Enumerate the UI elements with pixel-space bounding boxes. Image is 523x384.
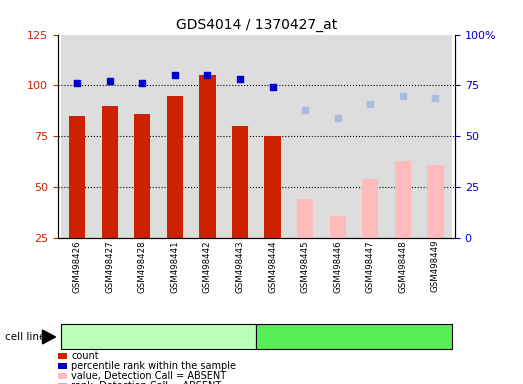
Text: GSM498444: GSM498444 bbox=[268, 240, 277, 293]
Bar bbox=[69, 116, 85, 238]
Bar bbox=[419, 35, 452, 238]
Bar bbox=[427, 165, 444, 238]
Point bbox=[301, 107, 309, 113]
Point bbox=[236, 76, 244, 83]
Text: CRI-G1-RR (rotenone resistant): CRI-G1-RR (rotenone resistant) bbox=[83, 332, 234, 342]
Point bbox=[268, 84, 277, 91]
Text: GSM498443: GSM498443 bbox=[235, 240, 244, 293]
Bar bbox=[199, 75, 215, 238]
Bar bbox=[386, 35, 419, 238]
Text: GSM498447: GSM498447 bbox=[366, 240, 375, 293]
Text: CRI-G1-RS (rotenone sensitive): CRI-G1-RS (rotenone sensitive) bbox=[278, 332, 430, 342]
Point bbox=[138, 80, 146, 86]
Point bbox=[170, 72, 179, 78]
Text: percentile rank within the sample: percentile rank within the sample bbox=[71, 361, 236, 371]
Point bbox=[399, 93, 407, 99]
Text: GSM498428: GSM498428 bbox=[138, 240, 147, 293]
Bar bbox=[134, 114, 151, 238]
Text: count: count bbox=[71, 351, 99, 361]
Bar bbox=[61, 35, 94, 238]
Text: rank, Detection Call = ABSENT: rank, Detection Call = ABSENT bbox=[71, 381, 221, 384]
Point bbox=[334, 115, 342, 121]
Text: GSM498441: GSM498441 bbox=[170, 240, 179, 293]
Title: GDS4014 / 1370427_at: GDS4014 / 1370427_at bbox=[176, 18, 337, 32]
Text: GSM498446: GSM498446 bbox=[333, 240, 342, 293]
Point bbox=[203, 72, 212, 78]
Text: GSM498445: GSM498445 bbox=[301, 240, 310, 293]
Bar bbox=[191, 35, 224, 238]
Bar bbox=[354, 35, 386, 238]
Point bbox=[106, 78, 114, 84]
Text: GSM498442: GSM498442 bbox=[203, 240, 212, 293]
Bar bbox=[297, 199, 313, 238]
Bar bbox=[395, 161, 411, 238]
Text: value, Detection Call = ABSENT: value, Detection Call = ABSENT bbox=[71, 371, 226, 381]
Bar bbox=[322, 35, 354, 238]
Bar bbox=[167, 96, 183, 238]
Bar bbox=[158, 35, 191, 238]
Point bbox=[431, 94, 440, 101]
Bar bbox=[232, 126, 248, 238]
Point bbox=[73, 80, 81, 86]
Point bbox=[366, 101, 374, 107]
Text: GSM498448: GSM498448 bbox=[399, 240, 407, 293]
Bar bbox=[126, 35, 158, 238]
Bar bbox=[289, 35, 322, 238]
Text: GSM498449: GSM498449 bbox=[431, 240, 440, 293]
Bar bbox=[101, 106, 118, 238]
Bar bbox=[265, 136, 281, 238]
Text: GSM498427: GSM498427 bbox=[105, 240, 114, 293]
Bar bbox=[362, 179, 379, 238]
Bar bbox=[329, 216, 346, 238]
Text: cell line: cell line bbox=[5, 332, 46, 342]
Bar bbox=[94, 35, 126, 238]
Bar bbox=[256, 35, 289, 238]
Polygon shape bbox=[42, 330, 55, 344]
Text: GSM498426: GSM498426 bbox=[73, 240, 82, 293]
Bar bbox=[224, 35, 256, 238]
